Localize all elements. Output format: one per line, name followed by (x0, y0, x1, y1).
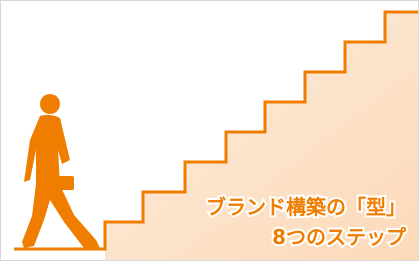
banner: ブランド構築の「型」 8つのステップ (0, 0, 419, 261)
caption-line2: 8つのステップ (272, 225, 407, 249)
caption-line1: ブランド構築の「型」 (206, 195, 406, 219)
page: ブランド構築の「型」 8つのステップ (() => { const data =… (0, 0, 419, 261)
